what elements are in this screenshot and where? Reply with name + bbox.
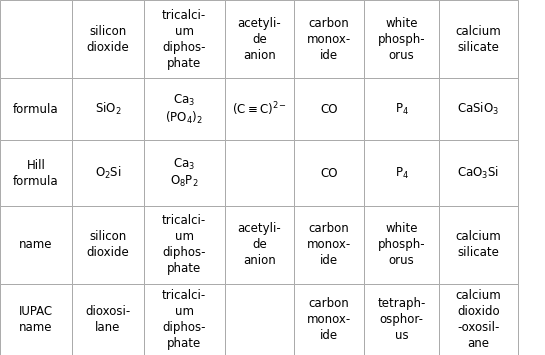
Bar [364, 0, 439, 78]
Text: acetyli-
de
anion: acetyli- de anion [238, 223, 281, 267]
Bar [144, 206, 225, 284]
Bar [294, 284, 364, 355]
Bar [0, 284, 72, 355]
Text: $\mathrm{P_4}$: $\mathrm{P_4}$ [395, 165, 409, 181]
Bar [144, 140, 225, 206]
Text: $\mathrm{Ca_3}$: $\mathrm{Ca_3}$ [173, 93, 195, 108]
Bar [225, 140, 294, 206]
Bar [225, 78, 294, 140]
Text: $\mathrm{O_2Si}$: $\mathrm{O_2Si}$ [95, 165, 121, 181]
Text: carbon
monox-
ide: carbon monox- ide [307, 297, 352, 342]
Text: silicon
dioxide: silicon dioxide [87, 24, 129, 54]
Bar [294, 0, 364, 78]
Text: $\mathrm{CaSiO_3}$: $\mathrm{CaSiO_3}$ [457, 101, 500, 117]
Text: dioxosi-
lane: dioxosi- lane [85, 305, 131, 334]
Bar [144, 0, 225, 78]
Text: calcium
silicate: calcium silicate [456, 230, 501, 260]
Text: formula: formula [13, 103, 59, 116]
Bar [439, 140, 518, 206]
Text: tricalci-
um
diphos-
phate: tricalci- um diphos- phate [162, 9, 207, 70]
Text: $\mathrm{Ca_3}$: $\mathrm{Ca_3}$ [173, 157, 195, 172]
Bar [364, 140, 439, 206]
Text: calcium
silicate: calcium silicate [456, 24, 501, 54]
Bar [0, 0, 72, 78]
Text: white
phosph-
orus: white phosph- orus [378, 223, 426, 267]
Text: $\mathrm{(PO_4)_2}$: $\mathrm{(PO_4)_2}$ [165, 110, 203, 126]
Bar [364, 206, 439, 284]
Bar [294, 206, 364, 284]
Text: calcium
dioxido
-oxosil-
ane: calcium dioxido -oxosil- ane [456, 289, 501, 350]
Text: $\mathrm{P_4}$: $\mathrm{P_4}$ [395, 102, 409, 117]
Text: carbon
monox-
ide: carbon monox- ide [307, 223, 352, 267]
Bar [0, 206, 72, 284]
Text: acetyli-
de
anion: acetyli- de anion [238, 17, 281, 61]
Bar [0, 140, 72, 206]
Bar [439, 0, 518, 78]
Text: silicon
dioxide: silicon dioxide [87, 230, 129, 260]
Text: $\mathrm{O_8P_2}$: $\mathrm{O_8P_2}$ [170, 174, 198, 190]
Text: tetraph-
osphor-
us: tetraph- osphor- us [378, 297, 426, 342]
Bar [72, 206, 144, 284]
Bar [294, 78, 364, 140]
Bar [294, 140, 364, 206]
Text: tricalci-
um
diphos-
phate: tricalci- um diphos- phate [162, 289, 207, 350]
Text: $\mathrm{CaO_3Si}$: $\mathrm{CaO_3Si}$ [457, 165, 500, 181]
Bar [439, 78, 518, 140]
Text: IUPAC
name: IUPAC name [19, 305, 53, 334]
Bar [72, 140, 144, 206]
Text: CO: CO [320, 103, 338, 116]
Bar [439, 284, 518, 355]
Text: CO: CO [320, 166, 338, 180]
Text: Hill
formula: Hill formula [13, 159, 59, 187]
Text: $\mathrm{(C{\equiv}C)^{2-}}$: $\mathrm{(C{\equiv}C)^{2-}}$ [232, 100, 287, 118]
Text: $\mathrm{SiO_2}$: $\mathrm{SiO_2}$ [95, 101, 121, 117]
Bar [0, 78, 72, 140]
Bar [364, 78, 439, 140]
Text: carbon
monox-
ide: carbon monox- ide [307, 17, 352, 61]
Bar [364, 284, 439, 355]
Bar [144, 78, 225, 140]
Text: white
phosph-
orus: white phosph- orus [378, 17, 426, 61]
Bar [225, 206, 294, 284]
Bar [225, 284, 294, 355]
Text: tricalci-
um
diphos-
phate: tricalci- um diphos- phate [162, 214, 207, 275]
Text: name: name [19, 239, 53, 251]
Bar [72, 78, 144, 140]
Bar [439, 206, 518, 284]
Bar [225, 0, 294, 78]
Bar [72, 0, 144, 78]
Bar [72, 284, 144, 355]
Bar [144, 284, 225, 355]
